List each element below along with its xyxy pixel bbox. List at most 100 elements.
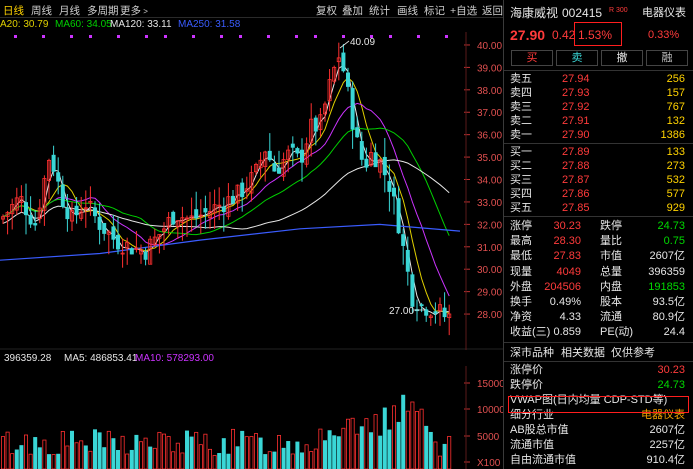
stat-row: 涨停 30.23 跌停 24.73 (504, 219, 693, 233)
tab-multi-period[interactable]: 多周期 (87, 5, 119, 17)
candle-body (5, 212, 10, 218)
tab-weekly[interactable]: 周线 (31, 5, 52, 17)
volume-bar (304, 444, 309, 469)
stat-value: 0.859 (553, 326, 581, 339)
bid-level[interactable]: 买一 27.89 133 (504, 145, 693, 159)
candle-body (97, 216, 102, 230)
tab-daily[interactable]: 日线 (3, 5, 24, 17)
ask-level[interactable]: 卖二 27.91 132 (504, 114, 693, 128)
candle-body (249, 172, 254, 194)
candle-body (74, 205, 79, 216)
volume-bar (235, 446, 240, 469)
buy-button[interactable]: 买 (511, 50, 553, 66)
volume-bar (405, 410, 410, 469)
tab-market-type[interactable]: 深市品种 (510, 347, 554, 359)
ask-level[interactable]: 卖四 27.93 157 (504, 86, 693, 100)
volume-tick-label: 15000 (477, 379, 503, 390)
stat-row: 最高 28.30 量比 0.75 (504, 234, 693, 248)
volume-bar (447, 435, 452, 469)
signal-dot (89, 35, 92, 38)
volume-bar (19, 445, 24, 469)
candle-body (28, 215, 33, 225)
candle-body (345, 72, 350, 87)
signal-dot (445, 35, 448, 38)
candle-body (295, 148, 300, 154)
price-tick-label: 30.00 (477, 265, 502, 276)
ask-level[interactable]: 卖三 27.92 767 (504, 100, 693, 114)
volume-bar (332, 435, 337, 469)
signal-dot (295, 35, 298, 38)
volume-bar (345, 418, 350, 469)
volume-chart[interactable]: 15000 10000 5000 X100 (0, 366, 503, 469)
volume-bar (93, 429, 98, 469)
related-data-row[interactable]: 跌停价 24.73 (504, 378, 693, 392)
volume-bar (318, 428, 323, 469)
volume-bar (180, 452, 185, 469)
volume-bar (327, 430, 332, 469)
volume-bar (419, 408, 424, 469)
volume-bar (37, 447, 42, 469)
stat-row: 净资 4.33 流通 80.9亿 (504, 310, 693, 324)
volume-tick-label: 5000 (477, 432, 500, 443)
overlay-button[interactable]: 叠加 (342, 5, 363, 17)
cancel-order-button[interactable]: 撤 (601, 50, 643, 66)
chart-toolbar: 日线 周线 月线 多周期 更多 > 复权 叠加 统计 画线 标记 +自选 返回 (0, 0, 503, 18)
stat-label: 市值 (600, 250, 622, 263)
candle-body (19, 196, 24, 203)
draw-button[interactable]: 画线 (397, 5, 418, 17)
level-label: 卖五 (510, 73, 532, 85)
candle-body (433, 311, 438, 314)
candle-body (226, 196, 231, 217)
candle-body (396, 198, 401, 234)
volume-bar (10, 453, 15, 469)
volume-bar (102, 447, 107, 469)
related-data-row[interactable]: 流通市值 2257亿 (504, 438, 693, 452)
candlestick-chart[interactable]: 40.00 39.00 38.00 37.00 36.00 35.00 34.00 33.00… (0, 32, 503, 350)
adjust-button[interactable]: 复权 (316, 5, 337, 17)
level-price: 27.88 (562, 160, 590, 172)
margin-button[interactable]: 融 (646, 50, 688, 66)
candle-body (359, 141, 364, 160)
ask-level[interactable]: 卖五 27.94 256 (504, 72, 693, 86)
candle-body (419, 304, 424, 307)
stat-value: 2607亿 (649, 250, 685, 263)
add-watchlist-button[interactable]: +自选 (450, 5, 478, 17)
tab-related-data[interactable]: 相关数据 (561, 347, 605, 359)
ma-legend: A20: 30.79 MA60: 34.05 MA120: 33.11 MA25… (0, 18, 503, 32)
volume-bar (290, 453, 295, 469)
volume-bar (134, 434, 139, 469)
volume-bar (368, 432, 373, 469)
ask-level[interactable]: 卖一 27.90 1386 (504, 128, 693, 142)
candle-body (83, 207, 88, 210)
signal-dot (220, 35, 223, 38)
related-data-row[interactable]: 自由流通市值 910.4亿 (504, 453, 693, 467)
stat-value: 204506 (544, 280, 581, 293)
level-price: 27.86 (562, 188, 590, 200)
candle-body (111, 226, 116, 240)
bid-level[interactable]: 买二 27.88 273 (504, 159, 693, 173)
signal-dot (267, 35, 270, 38)
bid-level[interactable]: 买三 27.87 532 (504, 173, 693, 187)
candle-body (382, 156, 387, 176)
related-data-row[interactable]: 涨停价 30.23 (504, 363, 693, 377)
candle-body (304, 143, 309, 165)
sell-button[interactable]: 卖 (556, 50, 598, 66)
candle-body (437, 304, 442, 312)
signal-dot (164, 35, 167, 38)
back-button[interactable]: 返回 (482, 5, 503, 17)
bid-level[interactable]: 买四 27.86 577 (504, 187, 693, 201)
bid-level[interactable]: 买五 27.85 929 (504, 201, 693, 215)
stats-button[interactable]: 统计 (369, 5, 390, 17)
related-data-row[interactable]: VWAP图(日内均量 CDP-STD等) (504, 393, 693, 407)
divider (504, 342, 693, 343)
tab-monthly[interactable]: 月线 (59, 5, 80, 17)
tab-more[interactable]: 更多 > (120, 3, 148, 18)
mark-button[interactable]: 标记 (424, 5, 445, 17)
related-label: AB股总市值 (510, 424, 569, 436)
level-price: 27.89 (562, 146, 590, 158)
sector-name[interactable]: 电器仪表 (642, 7, 686, 19)
candle-body (235, 184, 240, 204)
tab-reference[interactable]: 仅供参考 (611, 347, 655, 359)
related-data-row[interactable]: AB股总市值 2607亿 (504, 423, 693, 437)
level-label: 卖二 (510, 115, 532, 127)
